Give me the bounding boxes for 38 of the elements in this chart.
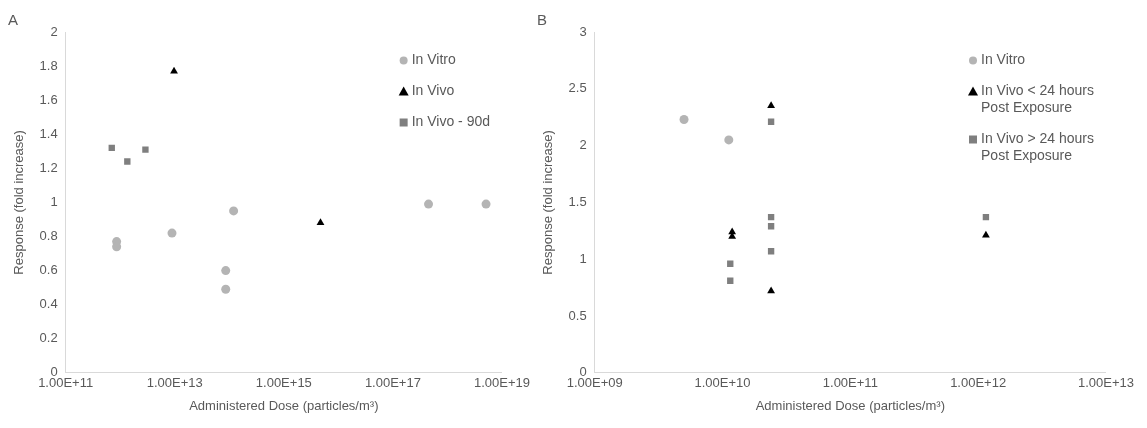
- y-tick-label: 1.2: [39, 159, 58, 175]
- y-axis-title: Response (fold increase): [11, 130, 27, 275]
- y-tick-label: 1.8: [39, 57, 58, 73]
- x-axis-title: Administered Dose (particles/m³): [755, 397, 945, 413]
- x-tick-label: 1.00E+11: [822, 375, 878, 391]
- x-tick-label: 1.00E+15: [255, 375, 312, 391]
- x-tick-label: 1.00E+19: [473, 375, 530, 391]
- legend-label: In Vivo: [411, 82, 455, 99]
- y-tick-label: 2: [579, 137, 587, 153]
- y-tick-label: 1: [579, 250, 587, 266]
- y-tick-label: 0.4: [39, 296, 58, 312]
- x-tick-label: 1.00E+12: [950, 375, 1007, 391]
- y-tick-label: 2.5: [568, 80, 587, 96]
- x-tick-label: 1.00E+09: [566, 375, 623, 391]
- y-tick-label: 0.2: [39, 330, 58, 346]
- y-tick-label: 0.5: [568, 307, 587, 323]
- legend-label: In Vivo > 24 hours Post Exposure: [981, 130, 1094, 164]
- legend-label: In Vitro: [411, 51, 456, 68]
- y-tick-label: 3: [579, 23, 587, 39]
- x-tick-label: 1.00E+17: [364, 375, 421, 391]
- x-axis-title: Administered Dose (particles/m³): [189, 397, 379, 413]
- y-tick-label: 0.8: [39, 228, 58, 244]
- y-tick-label: 2: [50, 23, 58, 39]
- y-axis-title: Response (fold increase): [540, 130, 556, 275]
- x-tick-label: 1.00E+13: [146, 375, 203, 391]
- legend-label: In Vitro: [981, 51, 1026, 68]
- y-tick-label: 1: [50, 193, 58, 209]
- x-tick-label: 1.00E+11: [38, 375, 94, 391]
- y-tick-label: 1.5: [568, 193, 587, 209]
- legend-label: In Vivo < 24 hours Post Exposure: [981, 82, 1094, 116]
- x-tick-label: 1.00E+13: [1077, 375, 1134, 391]
- chart-title: A: [8, 11, 19, 29]
- legend-label: In Vivo - 90d: [411, 113, 490, 130]
- y-tick-label: 1.6: [39, 91, 58, 107]
- chart-title: B: [537, 11, 548, 29]
- y-tick-label: 0.6: [39, 262, 58, 278]
- y-tick-label: 1.4: [39, 125, 58, 141]
- x-tick-label: 1.00E+10: [694, 375, 751, 391]
